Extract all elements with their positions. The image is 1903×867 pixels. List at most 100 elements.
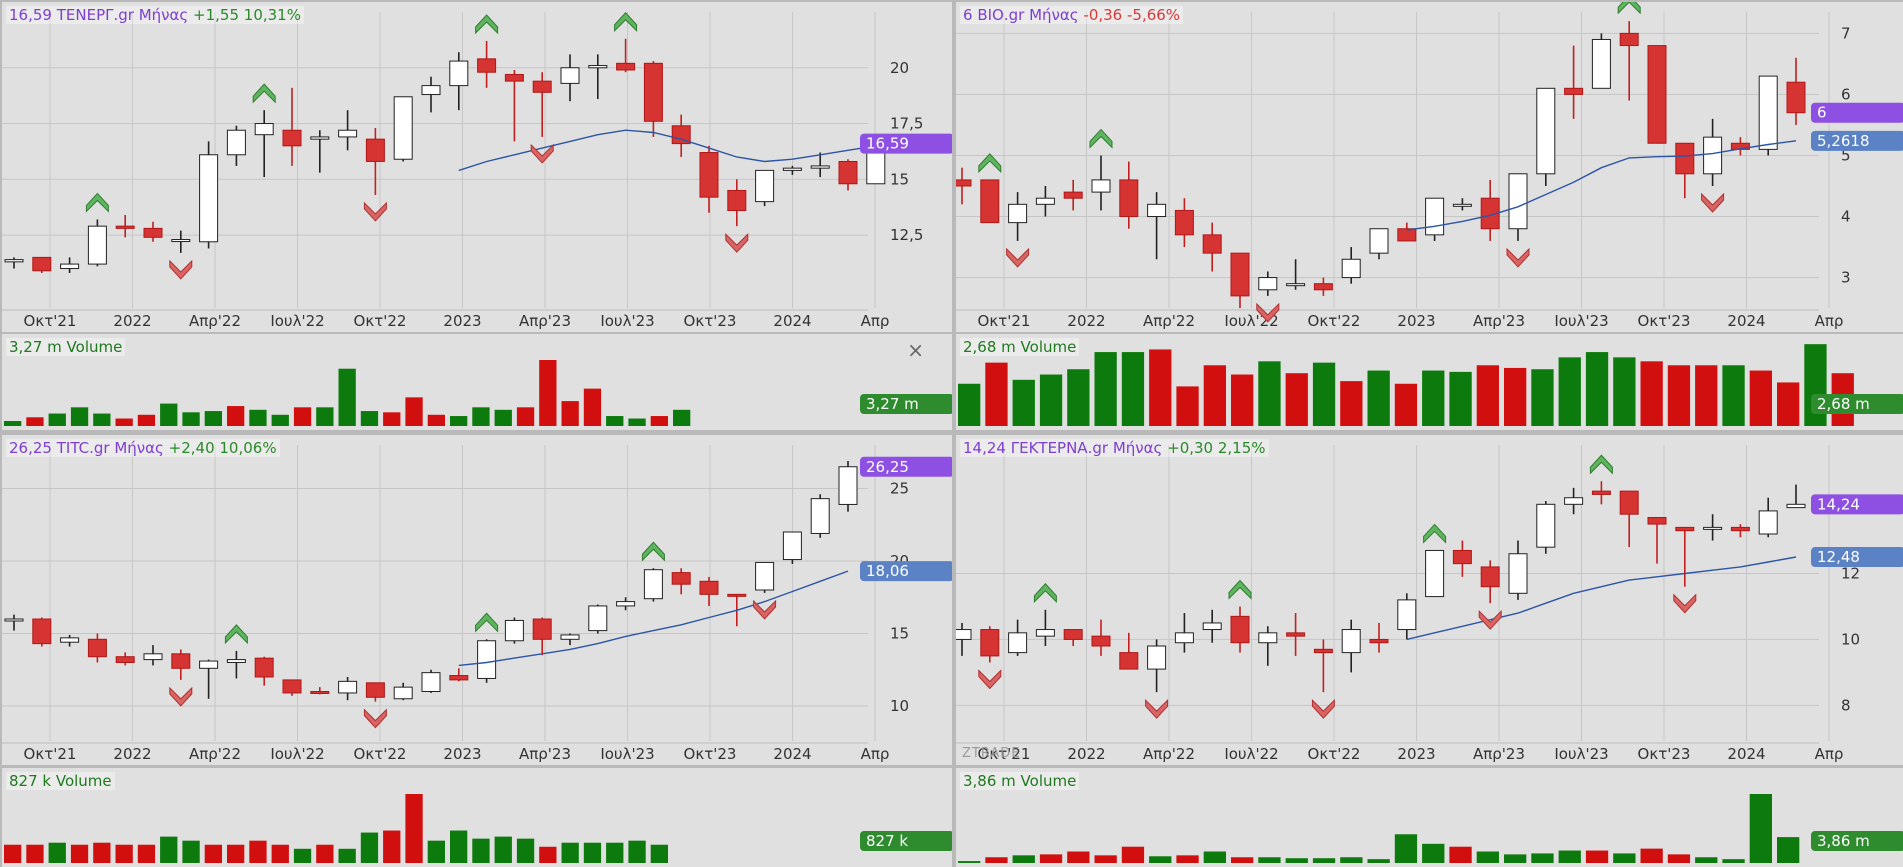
volume-bar — [561, 842, 579, 863]
candle — [671, 572, 691, 585]
ma-value-badge-text: 18,06 — [866, 562, 909, 580]
volume-bar — [1449, 371, 1472, 426]
volume-bar — [1203, 851, 1226, 863]
sell-signal-icon — [1673, 593, 1697, 614]
volume-bar — [1422, 843, 1445, 863]
volume-bar — [405, 397, 423, 426]
volume-bar — [1394, 834, 1418, 863]
candle — [699, 580, 719, 595]
candle — [60, 263, 80, 270]
candle — [1035, 197, 1055, 205]
price-panel-tenerg[interactable]: 20 17,5 15 12,5 Οκτ'21 2022 Απρ'22 Ιουλ'22 Οκτ'2… — [2, 2, 952, 332]
price-panel-gekterna[interactable]: 12 10 8 Οκτ'21 2022 Απρ'22 Ιουλ'22 Οκτ'22 2023 Απ… — [956, 435, 1903, 765]
volume-bar — [1449, 846, 1472, 863]
candle — [4, 618, 24, 622]
x-tick-label: Ιουλ'23 — [600, 312, 654, 330]
last-price-badge — [1811, 102, 1903, 123]
y-tick-label: 15 — [890, 625, 909, 643]
buy-signal-icon — [1589, 454, 1613, 475]
volume-bar — [1285, 373, 1308, 426]
last-price-badge-text: 16,59 — [866, 135, 909, 153]
candle — [1480, 566, 1500, 588]
volume-bar — [1039, 374, 1063, 426]
ma-value-badge — [860, 561, 952, 582]
candle — [4, 259, 24, 263]
volume-bar — [1667, 365, 1691, 426]
volume-bar — [985, 857, 1008, 863]
last-price-badge-text: 26,25 — [866, 458, 909, 476]
price-chart-gekterna[interactable]: 12 10 8 Οκτ'21 2022 Απρ'22 Ιουλ'22 Οκτ'22 2023 Απ… — [956, 435, 1903, 765]
volume-panel-tenerg[interactable]: 3,27 m 3,27 m Volume × — [2, 334, 952, 430]
volume-bar — [472, 838, 490, 863]
y-tick-label: 17,5 — [890, 115, 923, 133]
candle — [1202, 234, 1222, 254]
candle — [560, 67, 580, 84]
candle — [254, 123, 274, 136]
candle — [338, 129, 358, 138]
volume-panel-titc[interactable]: 827 k 827 k Volume — [2, 768, 952, 867]
x-tick-label: Απρ'23 — [1473, 745, 1525, 763]
x-tick-label: Οκτ'21 — [978, 312, 1031, 330]
volume-bar — [1285, 858, 1308, 863]
price-panel-titc[interactable]: 25 20 15 10 Οκτ'21 2022 Απρ'22 Ιουλ'22 Οκτ'22 202… — [2, 435, 952, 765]
candle — [1008, 203, 1028, 224]
volume-chart-gekterna[interactable]: 3,86 m — [956, 768, 1903, 867]
volume-bar — [1312, 362, 1336, 426]
price-panel-bio[interactable]: 7 6 5 4 3 Οκτ'21 2022 Απρ'22 Ιουλ'22 Οκτ'22 2023 Απ… — [956, 2, 1903, 332]
volume-panel-bio[interactable]: 2,68 m 2,68 m Volume — [956, 334, 1903, 430]
candle — [1675, 526, 1695, 532]
volume-chart-titc[interactable]: 827 k — [2, 768, 952, 867]
candle — [1536, 87, 1556, 175]
x-tick-label: Απρ — [1815, 745, 1844, 763]
candle — [171, 239, 191, 243]
volume-bar — [1504, 367, 1527, 426]
volume-bar — [1476, 851, 1499, 863]
candle — [1397, 599, 1417, 631]
x-tick-label: 2024 — [773, 745, 811, 763]
candle — [980, 629, 1000, 657]
volume-bar — [360, 832, 379, 863]
buy-signal-icon — [1228, 579, 1252, 600]
buy-signal-icon — [1089, 128, 1113, 149]
candle — [838, 160, 858, 185]
volume-bar — [650, 416, 668, 426]
candle — [254, 657, 274, 678]
volume-badge — [860, 394, 952, 414]
x-tick-label: Απρ — [1815, 312, 1844, 330]
candle — [1536, 503, 1556, 548]
volume-chart-tenerg[interactable]: 3,27 m — [2, 334, 952, 430]
volume-bar — [1340, 857, 1363, 863]
moving-average-line — [458, 129, 876, 172]
candle — [1091, 635, 1111, 647]
candle — [226, 659, 246, 664]
volume-panel-gekterna[interactable]: 3,86 m 3,86 m Volume — [956, 768, 1903, 867]
x-tick-label: 2024 — [1727, 312, 1765, 330]
candle — [1147, 203, 1167, 218]
candle — [1063, 191, 1083, 199]
volume-chart-bio[interactable]: 2,68 m — [956, 334, 1903, 430]
volume-bar — [1531, 853, 1554, 863]
x-tick-label: Οκτ'23 — [1638, 745, 1691, 763]
volume-bar — [26, 417, 44, 426]
x-tick-label: Απρ — [861, 745, 890, 763]
buy-signal-icon — [1033, 583, 1057, 603]
volume-bar — [160, 836, 178, 863]
last-price-badge-text: 14,24 — [1817, 495, 1860, 513]
x-tick-label: Ιουλ'22 — [270, 745, 324, 763]
sell-signal-icon — [1701, 192, 1725, 213]
volume-label-gekterna: 3,86 m Volume — [960, 772, 1080, 790]
candle — [755, 561, 775, 591]
volume-label-bio: 2,68 m Volume — [960, 338, 1080, 356]
candle — [1258, 277, 1278, 291]
price-chart-tenerg[interactable]: 20 17,5 15 12,5 Οκτ'21 2022 Απρ'22 Ιουλ'22 Οκτ'2… — [2, 2, 952, 332]
volume-bar — [1176, 855, 1199, 863]
volume-bar — [1094, 855, 1117, 863]
volume-bar — [1203, 365, 1226, 426]
volume-bar — [1012, 379, 1035, 426]
close-icon[interactable]: × — [907, 338, 924, 362]
volume-bar — [1695, 857, 1718, 863]
chart-header-bio: 6 ΒΙΟ.gr Μήνας -0,36 -5,66% — [960, 6, 1184, 24]
buy-signal-icon — [475, 612, 499, 633]
